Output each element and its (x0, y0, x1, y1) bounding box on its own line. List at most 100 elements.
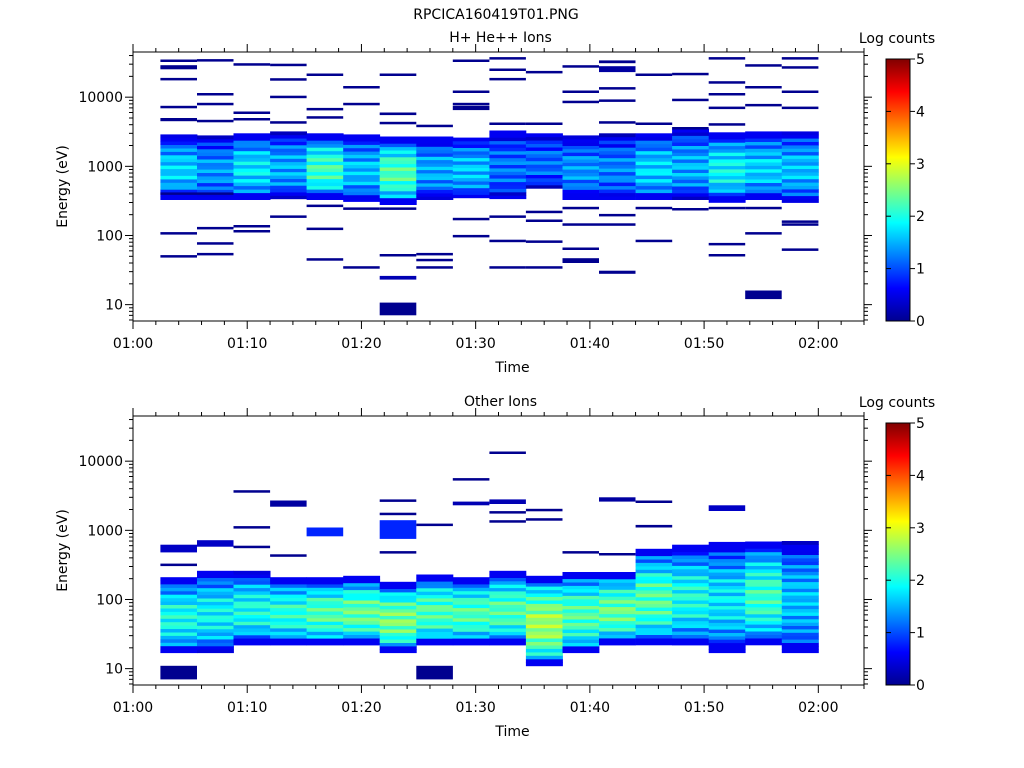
cell-c11-b0-15 (562, 598, 600, 603)
cell-c8-b0-15 (452, 590, 490, 595)
cell-c11-b0-7 (562, 172, 600, 177)
cell-c10-b0-13 (525, 617, 563, 622)
cell-c14-b0-15 (672, 589, 709, 594)
cell-c17-b2 (781, 223, 819, 226)
cell-c15-b0-15 (708, 599, 746, 603)
cell-c16-b0-17 (745, 138, 783, 142)
cell-c5-b0-17 (343, 141, 381, 145)
cell-c13-b0-0 (635, 196, 673, 200)
cell-c3-b0-18 (270, 134, 307, 139)
cell-c1-b0-8 (197, 169, 234, 173)
cell-c16-b0-5 (745, 179, 783, 183)
cell-c9-b0-18 (489, 580, 527, 585)
cell-c16-b4 (745, 103, 782, 107)
cell-c4-b1 (306, 258, 344, 261)
cell-c16-b2 (745, 232, 782, 235)
cell-c4-b0-9 (306, 164, 344, 169)
cell-c7-b0-19 (416, 577, 454, 582)
x-tick-label: 01:10 (227, 700, 267, 716)
cell-c7-b0-2 (416, 189, 454, 194)
cell-c16-b5 (745, 86, 782, 89)
cell-c17-b0-17 (781, 591, 819, 596)
cell-c15-b0-1 (708, 195, 746, 200)
cell-c5-b0-17 (343, 582, 381, 587)
colorbar-tick-label: 4 (916, 468, 925, 484)
cell-c8-b0-13 (452, 597, 490, 602)
cell-c10-b0-14 (525, 136, 563, 141)
cell-c4-b3 (306, 204, 344, 208)
cell-c10-b0-7 (525, 638, 563, 642)
cell-c8-b0-11 (452, 604, 490, 609)
y-tick-label: 1000 (87, 523, 123, 539)
cell-c17-b0-2 (781, 642, 819, 647)
cell-c1-b0-17 (197, 138, 234, 143)
cell-c3-b0-7 (270, 171, 307, 176)
cell-c10-b0-2 (525, 178, 563, 182)
cell-c15-b0-8 (708, 172, 746, 177)
cell-c9-b0-16 (489, 587, 527, 592)
cell-c9-b1 (489, 266, 526, 269)
cell-c12-b0-7 (599, 617, 636, 622)
cell-c10-b0-3 (525, 651, 563, 656)
cell-c5-b0-2 (343, 191, 381, 196)
cell-c12-b0-1 (599, 192, 636, 197)
cell-c17-b0-21 (781, 578, 819, 583)
cell-c10-b0-4 (525, 648, 563, 653)
cell-c0-b0-5 (160, 632, 198, 636)
cell-c12-b0-12 (599, 599, 636, 604)
cell-c11-b5 (562, 100, 599, 104)
cell-c17-b0-11 (781, 161, 819, 166)
x-tick-label: 01:50 (684, 700, 724, 716)
cell-c16-b0-4 (745, 182, 783, 187)
cell-c9-b2 (489, 511, 526, 514)
cell-c0-b0-0 (160, 196, 198, 200)
cell-c7-b0-8 (416, 614, 454, 619)
cell-c2-b0-9 (233, 164, 271, 169)
cell-c5-b0-16 (343, 586, 381, 591)
cell-c5-b0-9 (343, 167, 381, 172)
cell-c3-b1 (270, 215, 307, 218)
cell-c1-b0-13 (197, 152, 234, 157)
cell-c8-b0-8 (452, 614, 490, 619)
cell-c2-b0-19 (233, 577, 271, 582)
cell-c10-b0-15 (525, 610, 563, 615)
cell-c14-b0-7 (672, 172, 709, 177)
cell-c2-b0-15 (233, 143, 271, 148)
cell-c4-b0-7 (306, 171, 344, 176)
cell-c7-b0-6 (416, 176, 454, 181)
cell-c10-b0-12 (525, 143, 563, 148)
cell-c12-b0-6 (599, 175, 636, 180)
cell-c11-b0-12 (562, 155, 600, 160)
x-tick-label: 01:40 (570, 336, 610, 352)
cell-c12-b6 (599, 87, 636, 90)
cell-c8-b0-17 (452, 137, 490, 142)
cell-c0-b7 (160, 66, 197, 70)
cell-c11-b0-15 (562, 145, 600, 150)
cell-c16-b0-3 (745, 186, 783, 190)
cell-c10-b0-18 (525, 600, 563, 604)
cell-c14-b1 (672, 208, 709, 211)
cell-c17-b0-7 (781, 625, 819, 630)
cell-c2-b0-13 (233, 150, 271, 155)
cell-c2-b0-6 (233, 621, 271, 626)
cell-c14-b0-14 (672, 149, 709, 153)
cell-c8-b0-13 (452, 151, 490, 155)
cell-c7-b0-13 (416, 598, 454, 602)
cell-c6-b3 (379, 254, 417, 257)
cell-c8-b0-14 (452, 147, 490, 152)
cell-c6-b0-7 (379, 625, 417, 630)
cell-c6-b0-2 (379, 194, 417, 199)
cell-c7-b0-12 (416, 601, 454, 606)
cell-c7-b0-10 (416, 163, 454, 167)
cell-c0-b0-14 (160, 148, 198, 152)
cell-c1-b0-6 (197, 628, 234, 633)
cell-c5-b0-10 (343, 164, 381, 169)
colorbar-tick-label: 1 (916, 262, 925, 278)
cell-c9-b0-1 (489, 191, 527, 196)
cell-c5-b0-14 (343, 593, 381, 597)
cell-c14-b0-12 (672, 155, 709, 160)
cell-c17-b0-20 (781, 581, 819, 586)
cell-c3-b0-19 (270, 131, 307, 136)
cell-c10-b1 (525, 518, 563, 521)
cell-c17-b0-19 (781, 134, 819, 139)
